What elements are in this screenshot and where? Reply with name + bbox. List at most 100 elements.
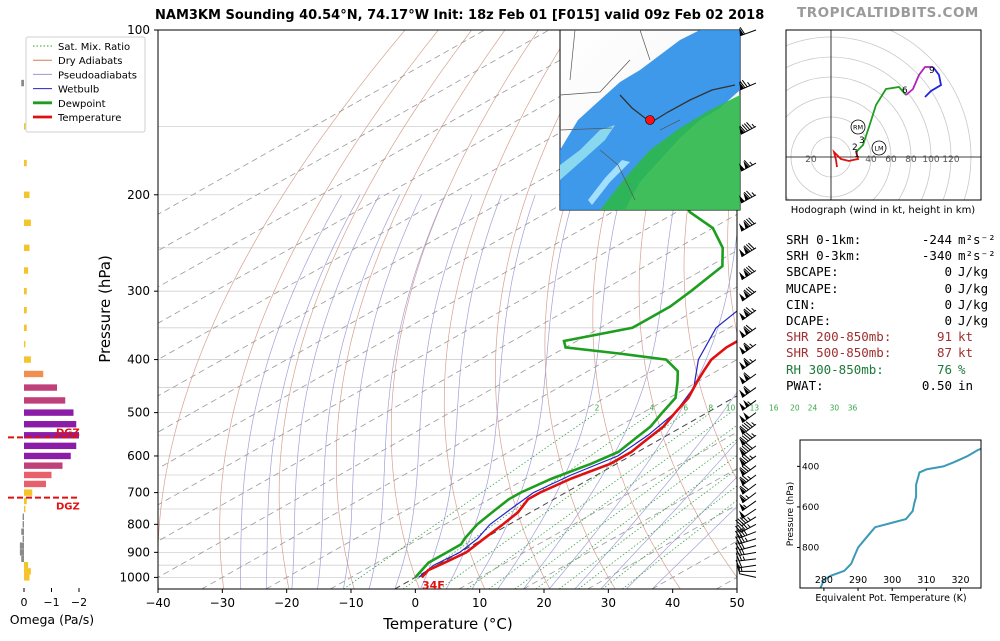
dgz-label: DGZ bbox=[56, 427, 80, 438]
wind-barb bbox=[739, 433, 756, 446]
x-tick-label: −40 bbox=[145, 596, 170, 610]
x-tick-label: −20 bbox=[274, 596, 299, 610]
stat-unit: J/kg bbox=[958, 264, 988, 280]
y-tick-label: 900 bbox=[127, 545, 150, 559]
mixing-ratio-label: 20 bbox=[790, 404, 800, 413]
omega-bar bbox=[24, 267, 28, 273]
barb-half bbox=[746, 495, 749, 498]
wind-barb bbox=[739, 412, 756, 423]
mixing-ratio-label: 2 bbox=[595, 404, 600, 413]
y-tick-label: 300 bbox=[127, 284, 150, 298]
hodo-ring-label: 20 bbox=[805, 155, 817, 165]
omega-bar bbox=[24, 453, 71, 459]
barb-half bbox=[743, 556, 744, 560]
omega-bar bbox=[24, 574, 30, 580]
stat-unit: J/kg bbox=[958, 281, 988, 297]
mixing-ratio-label: 13 bbox=[750, 404, 760, 413]
omega-bar bbox=[21, 528, 24, 534]
surface-temp-label: 34F bbox=[422, 579, 445, 592]
barb-shaft bbox=[739, 574, 756, 578]
wind-barb bbox=[739, 509, 756, 518]
barb-half bbox=[748, 476, 751, 479]
stat-unit: m²s⁻² bbox=[958, 232, 996, 248]
stat-unit: kt bbox=[958, 345, 973, 361]
barb-half bbox=[752, 193, 755, 196]
wind-barb bbox=[739, 465, 756, 476]
wind-barb bbox=[739, 80, 756, 90]
barb-half bbox=[750, 456, 753, 459]
omega-bar bbox=[24, 160, 27, 166]
barb-half bbox=[748, 517, 751, 520]
barb-shaft bbox=[741, 195, 756, 203]
barb-shaft bbox=[740, 546, 756, 550]
omega-bar bbox=[24, 462, 63, 468]
hodo-height-label: 6 bbox=[902, 86, 908, 96]
mixing-ratio-label: 6 bbox=[683, 404, 688, 413]
mixing-ratio-label: 8 bbox=[708, 404, 713, 413]
omega-bar bbox=[24, 123, 25, 129]
wind-barb bbox=[739, 343, 756, 354]
hodo-height-label: 9 bbox=[929, 66, 935, 76]
stat-key: SHR 200-850mb: bbox=[786, 329, 902, 345]
x-tick-label: 30 bbox=[601, 596, 616, 610]
omega-bar bbox=[24, 192, 30, 198]
wind-barb bbox=[739, 501, 756, 511]
omega-bar bbox=[24, 307, 27, 313]
hodograph-title: Hodograph (wind in kt, height in km) bbox=[791, 205, 976, 216]
wind-barb bbox=[739, 191, 756, 203]
omega-bar bbox=[21, 80, 24, 86]
barb-half bbox=[750, 162, 753, 165]
barb-half bbox=[752, 422, 755, 425]
theta-e-ylabel: Pressure (hPa) bbox=[786, 482, 796, 547]
x-tick-label: 10 bbox=[472, 596, 487, 610]
omega-bar bbox=[23, 536, 24, 542]
wind-barb bbox=[739, 475, 756, 485]
hodo-ring-label: 60 bbox=[885, 155, 897, 165]
stat-value: 76 bbox=[902, 362, 952, 378]
stat-value: -244 bbox=[902, 232, 952, 248]
wind-barb bbox=[739, 266, 756, 280]
wind-barb bbox=[739, 27, 756, 36]
mixing-ratio-label: 4 bbox=[649, 404, 654, 413]
mixing-ratio-label: 30 bbox=[830, 404, 840, 413]
stat-key: DCAPE: bbox=[786, 313, 902, 329]
wind-barb bbox=[739, 493, 756, 503]
barb-half bbox=[748, 524, 751, 527]
omega-bar bbox=[20, 542, 24, 548]
omega-xlabel: Omega (Pa/s) bbox=[10, 612, 94, 627]
wind-barb bbox=[739, 358, 756, 369]
omega-bar bbox=[24, 443, 76, 449]
omega-tick-label: −2 bbox=[71, 596, 87, 609]
x-tick-label: 40 bbox=[665, 596, 680, 610]
omega-tick-label: −1 bbox=[43, 596, 59, 609]
stat-value: 87 bbox=[902, 345, 952, 361]
barb-shaft bbox=[742, 248, 756, 257]
stat-value: 0 bbox=[902, 297, 952, 313]
omega-bar bbox=[23, 514, 24, 520]
barb-half bbox=[752, 308, 755, 311]
y-tick-label: 100 bbox=[127, 23, 150, 37]
stat-row: RH 300-850mb:76% bbox=[786, 362, 996, 378]
wind-barb bbox=[736, 516, 756, 526]
barb-half bbox=[741, 567, 742, 571]
wind-barb bbox=[739, 422, 756, 435]
x-tick-label: 0 bbox=[412, 596, 420, 610]
legend-label: Dry Adiabats bbox=[58, 56, 122, 67]
theta-e-xlabel: Equivalent Pot. Temperature (K) bbox=[815, 593, 966, 604]
wind-barb bbox=[739, 325, 756, 338]
barb-half bbox=[752, 124, 755, 127]
theta-x-tick-label: 310 bbox=[917, 575, 935, 586]
theta-x-tick-label: 280 bbox=[815, 575, 833, 586]
y-tick-label: 700 bbox=[127, 486, 150, 500]
barb-half bbox=[750, 359, 753, 362]
omega-bar bbox=[24, 498, 27, 504]
stat-value: 0 bbox=[902, 313, 952, 329]
omega-bar bbox=[24, 568, 31, 574]
barb-half bbox=[748, 82, 750, 85]
